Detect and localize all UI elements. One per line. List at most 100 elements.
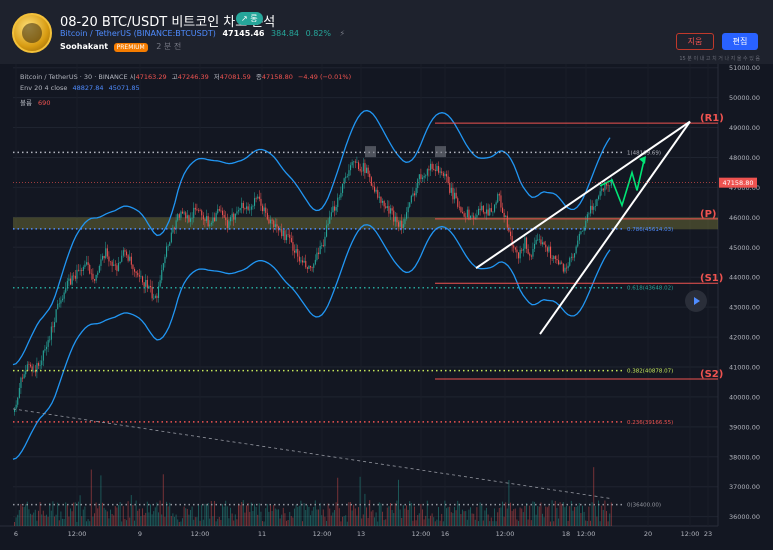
legend-low: 47081.59: [219, 73, 251, 81]
volume-bar: [306, 504, 308, 526]
symbol-name-link[interactable]: Bitcoin / TetherUS: [60, 29, 132, 38]
candle-body: [586, 214, 588, 221]
delete-button[interactable]: 지움: [676, 33, 714, 50]
candle-body: [194, 207, 196, 210]
volume-bar: [516, 519, 518, 526]
fib-level-label: 0.618(43648.02): [627, 286, 673, 292]
volume-bar: [84, 506, 86, 526]
volume-bar: [569, 506, 571, 526]
candle-body: [295, 249, 297, 253]
volume-bar: [274, 508, 276, 526]
candle-body: [47, 340, 49, 347]
volume-bar: [348, 502, 350, 526]
candle-body: [506, 215, 508, 228]
volume-bar: [129, 517, 131, 526]
volume-bar: [49, 503, 51, 526]
volume-bar: [378, 502, 380, 526]
candle-body: [326, 225, 328, 237]
envelope-legend[interactable]: Env 20 4 close 48827.84 45071.85: [20, 84, 140, 92]
candle-body: [567, 265, 569, 269]
volume-bar: [25, 504, 27, 526]
candle-body: [466, 209, 468, 218]
legend-symbol[interactable]: Bitcoin / TetherUS · 30 · BINANCE: [20, 73, 128, 81]
volume-bar: [100, 475, 102, 526]
candle-body: [530, 255, 532, 257]
candle-body: [220, 210, 222, 212]
candle-body: [190, 218, 192, 222]
fib-level-label: 0.382(40878.07): [627, 369, 673, 375]
volume-legend[interactable]: 볼륨 690: [20, 97, 50, 107]
candle-body: [518, 252, 520, 259]
volume-bar: [441, 513, 443, 526]
publish-time: 2 분 전: [156, 42, 182, 51]
volume-bar: [193, 519, 195, 526]
candle-body: [18, 387, 20, 398]
chart-area[interactable]: 51000.00 50000.00 49000.00 48000.00 47000.00…: [0, 64, 773, 546]
edit-button[interactable]: 편집: [722, 33, 758, 50]
symbol-code-link[interactable]: (BINANCE:BTCUSDT): [133, 29, 216, 38]
candle-body: [140, 276, 142, 277]
volume-bar: [570, 500, 572, 526]
volume-bar: [276, 509, 278, 526]
volume-bar: [343, 516, 345, 526]
candle-body: [601, 188, 603, 192]
volume-bar: [62, 518, 63, 526]
candle-body: [246, 206, 248, 209]
volume-bar: [468, 509, 470, 526]
candle-body: [532, 248, 534, 257]
candle-body: [415, 188, 417, 196]
volume-bar: [332, 512, 334, 526]
candle-body: [233, 213, 235, 220]
volume-bar: [598, 500, 599, 526]
candle-body: [284, 230, 286, 241]
volume-bar: [204, 503, 206, 526]
candle-body: [444, 173, 446, 176]
volume-bar: [183, 506, 185, 526]
candle-body: [401, 220, 403, 229]
candle-body: [322, 245, 324, 247]
volume-bar: [44, 515, 46, 526]
candle-body: [502, 207, 504, 213]
projection-path: [599, 160, 645, 208]
volume-bar: [481, 505, 483, 526]
volume-bar: [530, 520, 532, 526]
price-chart[interactable]: 51000.00 50000.00 49000.00 48000.00 47000.00…: [0, 64, 773, 546]
candle-body: [458, 206, 460, 208]
candle-body: [524, 237, 526, 249]
volume-bar: [228, 518, 230, 526]
wedge-lower-line: [539, 120, 691, 335]
time-tick-label: 12:00: [68, 530, 87, 538]
candle-body: [89, 264, 91, 274]
symbol-line: Bitcoin / TetherUS (BINANCE:BTCUSDT) 471…: [60, 29, 345, 38]
author-name[interactable]: Soohakant: [60, 42, 109, 51]
candle-body: [495, 202, 497, 205]
volume-bar: [214, 500, 215, 526]
candle-body: [114, 264, 116, 266]
candle-body: [292, 242, 294, 251]
volume-bar: [567, 520, 569, 526]
candle-body: [263, 207, 265, 212]
replay-button[interactable]: [685, 290, 707, 312]
candle-body: [305, 260, 307, 268]
candle-body: [350, 165, 352, 171]
candle-body: [44, 349, 46, 351]
candle-body: [268, 219, 270, 224]
candle-body: [94, 279, 96, 281]
candle-body: [410, 195, 412, 203]
candle-body: [529, 253, 531, 256]
volume-bar: [540, 502, 542, 526]
candle-body: [218, 209, 220, 211]
price-tick-label: 47000.00: [729, 184, 760, 192]
volume-bar: [26, 501, 28, 526]
volume-bar: [454, 507, 455, 526]
candle-body: [460, 207, 462, 213]
volume-bar: [284, 513, 286, 526]
candle-body: [505, 215, 507, 218]
volume-bar: [52, 501, 54, 526]
candle-body: [46, 346, 48, 350]
candle-body: [471, 215, 473, 217]
candle-body: [159, 280, 161, 287]
snapshot-icon[interactable]: ⚡: [339, 29, 346, 38]
candle-body: [554, 256, 556, 259]
fib-level-label: 0.236(39166.55): [627, 420, 673, 426]
